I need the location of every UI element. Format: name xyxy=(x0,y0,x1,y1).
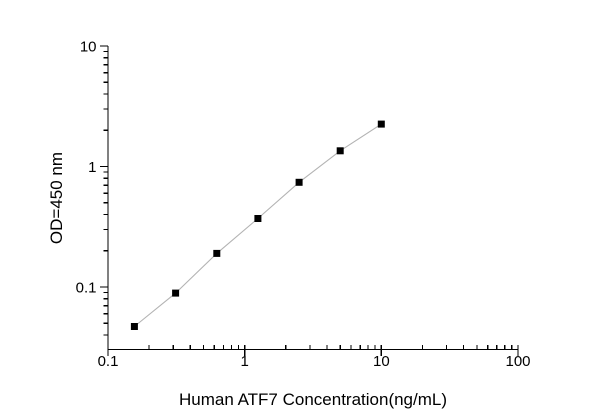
y-axis-tick-label: 0.1 xyxy=(76,280,97,297)
data-point-marker xyxy=(377,120,385,128)
x-axis-tick-label: 0.1 xyxy=(98,353,119,370)
data-point-marker xyxy=(172,289,180,297)
axes-layer: 0.1 1 10 100 0.1 1 10 xyxy=(76,39,531,371)
x-axis-title: Human ATF7 Concentration(ng/mL) xyxy=(179,390,447,409)
data-point-marker xyxy=(213,249,221,257)
data-point-marker xyxy=(130,323,138,330)
data-point-marker xyxy=(336,147,344,155)
y-axis-tick-label: 1 xyxy=(88,159,96,176)
data-point-marker xyxy=(295,178,303,186)
x-axis-tick-label: 1 xyxy=(240,353,248,370)
x-axis-tick-label: 100 xyxy=(505,353,530,370)
data-point-marker xyxy=(254,215,262,222)
y-axis-title: OD=450 nm xyxy=(47,152,66,244)
x-axis-tick-label: 10 xyxy=(373,353,390,370)
y-axis-tick-label: 10 xyxy=(80,39,97,56)
series-connecting-line xyxy=(134,123,382,327)
data-series-layer xyxy=(130,120,385,330)
